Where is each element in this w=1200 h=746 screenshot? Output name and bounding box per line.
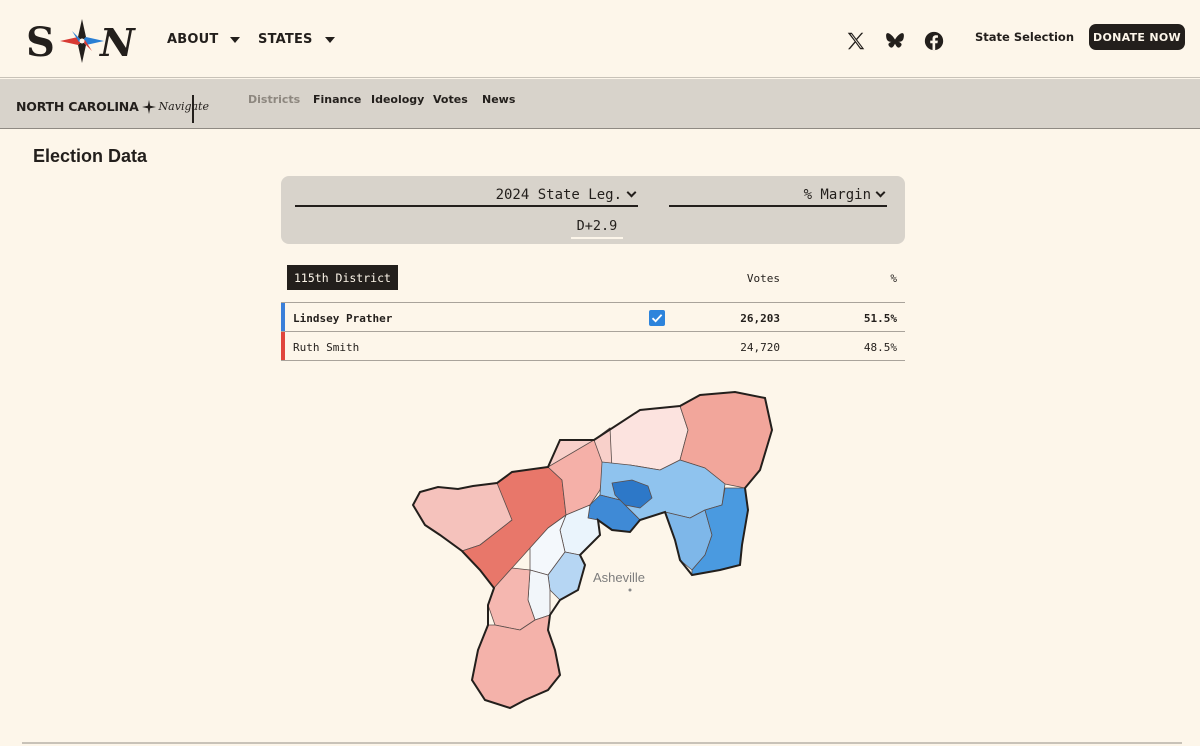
state-selection-link[interactable]: State Selection: [975, 30, 1075, 44]
election-select[interactable]: 2024 State Leg.: [295, 184, 638, 207]
metric-select-value: % Margin: [803, 186, 871, 203]
facebook-icon[interactable]: [923, 30, 945, 52]
votes-header: Votes: [746, 272, 780, 285]
table-row: Ruth Smith 24,720 48.5%: [281, 331, 905, 361]
state-subnav: NORTH CAROLINA Navigate Districts Financ…: [0, 79, 1200, 129]
precinct-shape: [611, 479, 653, 509]
about-menu[interactable]: ABOUT: [167, 32, 241, 47]
metric-select[interactable]: % Margin: [669, 184, 887, 207]
svg-text:S: S: [26, 19, 55, 64]
brand-script: Navigate: [158, 100, 209, 113]
candidate-pct: 51.5%: [863, 312, 897, 325]
pct-header: %: [890, 272, 897, 285]
page-title: Election Data: [33, 146, 148, 166]
precinct-shape: [471, 614, 561, 709]
candidate-name: Lindsey Prather: [293, 312, 393, 325]
tab-districts[interactable]: Districts: [248, 93, 301, 106]
candidate-pct: 48.5%: [863, 341, 897, 354]
svg-text:N: N: [99, 20, 136, 64]
state-name: NORTH CAROLINA: [16, 99, 139, 114]
chevron-down-icon: [875, 187, 886, 198]
states-label: STATES: [258, 32, 313, 47]
subnav-divider: [192, 95, 194, 123]
party-bar: [281, 303, 285, 332]
donate-button[interactable]: DONATE NOW: [1089, 24, 1185, 50]
candidate-votes: 26,203: [740, 312, 780, 325]
chevron-down-icon: [230, 36, 241, 43]
top-navigation: S N ABOUT STATES State Selection DONATE: [0, 0, 1200, 78]
district-map[interactable]: [405, 380, 785, 715]
party-bar: [281, 332, 285, 361]
candidate-name: Ruth Smith: [293, 341, 360, 354]
site-logo[interactable]: S N: [26, 18, 138, 66]
city-label: Asheville: [593, 570, 646, 585]
table-bottom-rule: [281, 360, 905, 361]
candidate-votes: 24,720: [740, 341, 780, 354]
tab-votes[interactable]: Votes: [433, 93, 468, 106]
about-label: ABOUT: [167, 32, 219, 47]
tab-ideology[interactable]: Ideology: [371, 93, 425, 106]
chevron-down-icon: [324, 36, 335, 43]
election-select-value: 2024 State Leg.: [495, 186, 622, 203]
state-brand[interactable]: NORTH CAROLINA Navigate: [16, 99, 209, 114]
compass-star-icon: [141, 99, 156, 114]
chevron-down-icon: [626, 187, 637, 198]
table-row: Lindsey Prather 26,203 51.5%: [281, 302, 905, 332]
tab-news[interactable]: News: [482, 93, 516, 106]
bottom-rule: [22, 742, 1182, 744]
controls-panel: 2024 State Leg. % Margin D+2.9: [281, 176, 905, 244]
states-menu[interactable]: STATES: [258, 32, 335, 47]
bluesky-icon[interactable]: [884, 30, 906, 52]
margin-value: D+2.9: [571, 218, 623, 239]
x-icon[interactable]: [845, 30, 867, 52]
winner-check-icon: [649, 310, 665, 326]
tab-finance[interactable]: Finance: [313, 93, 362, 106]
district-badge: 115th District: [287, 265, 398, 290]
logo-icon: S N: [26, 19, 136, 66]
district-outline: [411, 390, 774, 710]
